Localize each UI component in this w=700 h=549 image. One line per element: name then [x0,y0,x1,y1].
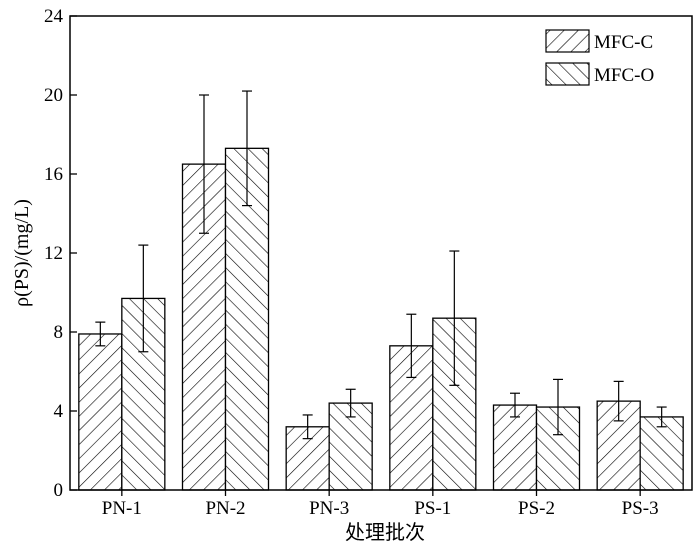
legend-swatch-mfc-c [545,29,590,53]
legend-label-mfc-c: MFC-C [594,32,653,53]
legend-label-mfc-o: MFC-O [594,65,654,86]
x-tick-label-pn-3: PN-3 [309,498,349,519]
x-tick-label-pn-2: PN-2 [205,498,245,519]
y-tick-label: 4 [54,401,64,422]
y-tick-label: 16 [44,164,63,185]
y-tick-label: 8 [54,322,64,343]
bar-mfc-o-pn-3 [328,402,373,491]
x-tick-label-ps-3: PS-3 [622,498,659,519]
y-tick-label: 20 [44,85,63,106]
x-tick-label-pn-1: PN-1 [102,498,142,519]
y-tick-label: 0 [54,480,64,501]
bar-mfc-c-ps-2 [492,404,538,491]
x-tick-label-ps-1: PS-1 [414,498,451,519]
bar-mfc-o-ps-3 [639,416,684,491]
x-axis-title: 处理批次 [345,521,425,544]
legend-swatch-mfc-o [545,62,590,86]
x-tick-label-ps-2: PS-2 [518,498,555,519]
y-tick-label: 12 [44,243,63,264]
bar-mfc-c-pn-1 [78,333,123,491]
y-tick-label: 24 [44,6,64,27]
plot-area: 0 4 8 12 16 20 24 PN-1 PN-2 PN-3 PS-1 PS-2 PS-3 MFC-C… [44,6,693,519]
y-axis-title: ρ(PS)/(mg/L) [11,199,33,307]
